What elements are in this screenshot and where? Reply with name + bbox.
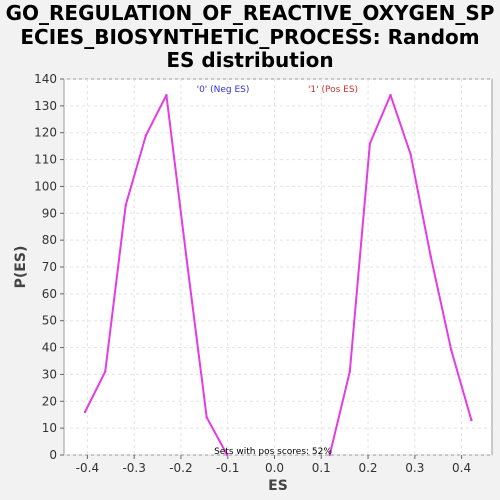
data-point xyxy=(103,370,107,373)
data-point xyxy=(429,255,432,258)
data-point xyxy=(389,93,392,97)
chart-title-line-3: ES distribution xyxy=(166,48,334,72)
data-point xyxy=(450,349,453,352)
x-tick-label: -0.4 xyxy=(76,461,99,475)
y-tick-label: 0 xyxy=(49,448,57,462)
data-point xyxy=(348,370,352,373)
data-point xyxy=(470,418,473,422)
y-tick-label: 70 xyxy=(42,260,57,274)
x-tick-label: 0.3 xyxy=(405,461,424,475)
y-tick-label: 50 xyxy=(42,314,57,328)
data-point xyxy=(83,410,87,414)
y-tick-label: 10 xyxy=(42,421,57,435)
chart-title-line-1: GO_REGULATION_OF_REACTIVE_OXYGEN_SP xyxy=(5,1,495,25)
y-tick-label: 120 xyxy=(34,126,57,140)
pos-scores-annotation: Sets with pos scores: 52% xyxy=(214,447,332,457)
x-axis-label: ES xyxy=(268,478,288,494)
y-tick-label: 40 xyxy=(42,341,57,355)
plot-area xyxy=(63,78,493,456)
data-point xyxy=(328,453,331,457)
x-tick-label: -0.1 xyxy=(216,461,239,475)
x-tick-label: -0.3 xyxy=(122,461,145,475)
series-line-0 xyxy=(84,94,229,456)
axes: 0 10 20 30 40 50 60 70 80 90 100 110 120 130 140 -0.4 -0… xyxy=(34,72,471,475)
chart-title: GO_REGULATION_OF_REACTIVE_OXYGEN_SP ECIE… xyxy=(0,1,500,73)
x-tick-label: 0.0 xyxy=(265,461,284,475)
data-point xyxy=(185,257,188,261)
series-line-1 xyxy=(328,94,473,456)
data-point xyxy=(368,142,372,145)
y-tick-label: 110 xyxy=(34,153,57,167)
chart-title-line-2: ECIES_BIOSYNTHETIC_PROCESS: Random xyxy=(20,24,480,49)
y-tick-label: 80 xyxy=(42,233,57,247)
y-tick-label: 60 xyxy=(42,287,57,301)
y-tick-label: 100 xyxy=(34,179,57,193)
legend-entry-1: '1' (Pos ES) xyxy=(308,85,358,95)
x-tick-label: 0.4 xyxy=(452,461,471,475)
y-tick-label: 140 xyxy=(34,72,57,86)
y-axis-label: P(ES) xyxy=(13,246,29,289)
y-tick-label: 90 xyxy=(42,206,57,220)
x-tick-label: -0.2 xyxy=(169,461,192,475)
grid-lines xyxy=(64,78,492,456)
data-point xyxy=(226,453,229,457)
x-tick-label: 0.2 xyxy=(358,461,377,475)
data-point xyxy=(124,204,127,207)
data-point xyxy=(409,153,412,156)
data-point xyxy=(205,416,208,419)
series-lines xyxy=(83,93,473,457)
data-point xyxy=(144,134,148,137)
y-tick-label: 20 xyxy=(42,394,57,408)
data-point xyxy=(165,93,168,97)
legend: '0' (Neg ES) '1' (Pos ES) xyxy=(197,85,358,95)
y-tick-label: 30 xyxy=(42,367,57,381)
y-tick-label: 130 xyxy=(34,99,57,113)
legend-entry-0: '0' (Neg ES) xyxy=(197,85,250,95)
x-tick-label: 0.1 xyxy=(312,461,331,475)
